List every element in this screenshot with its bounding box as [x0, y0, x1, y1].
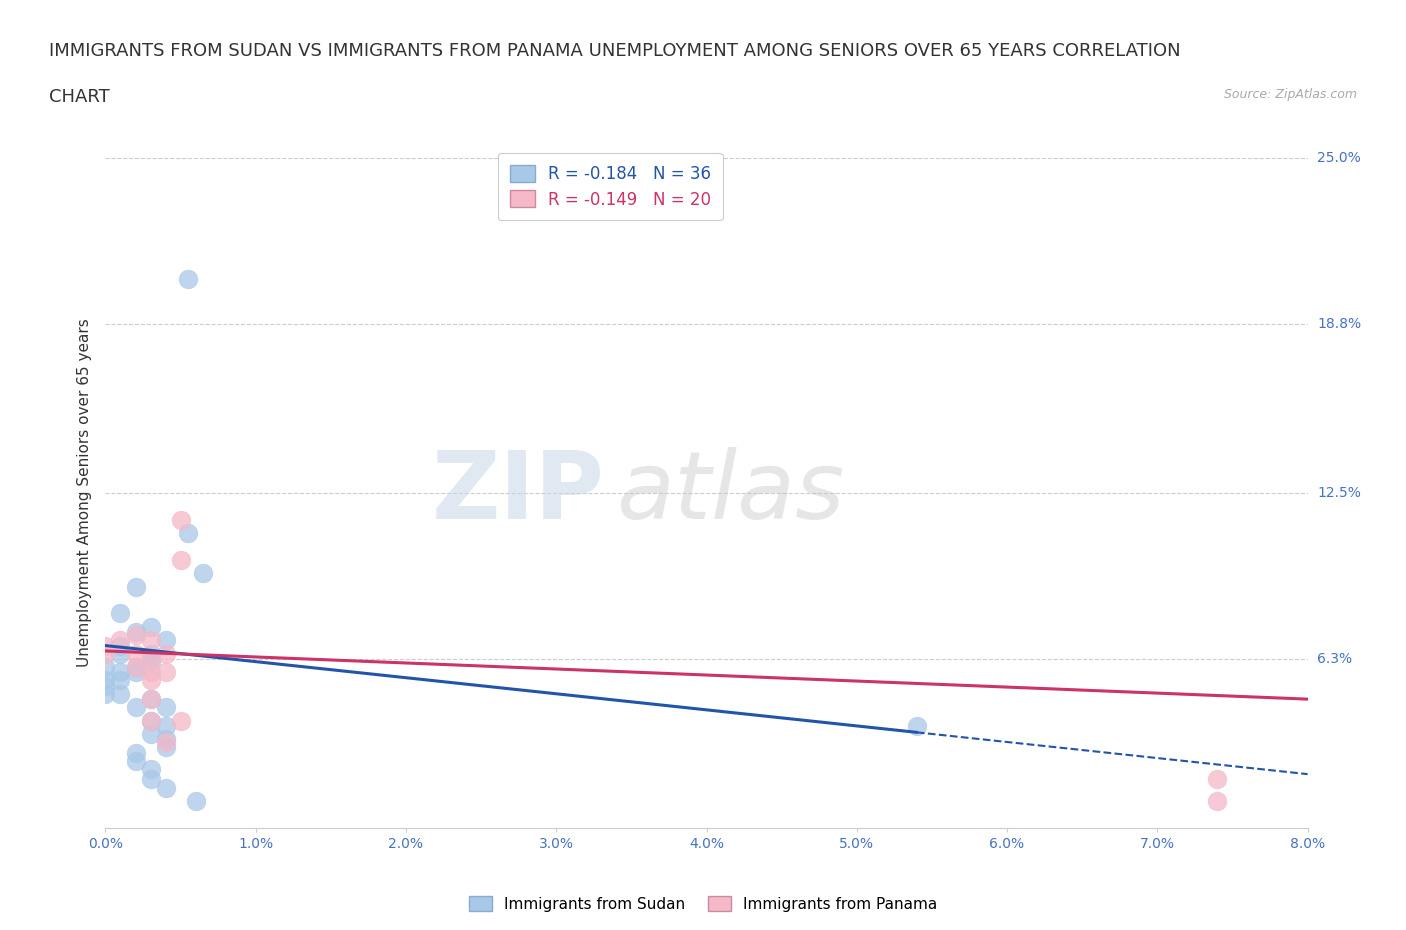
Point	[169, 713, 191, 728]
Text: IMMIGRANTS FROM SUDAN VS IMMIGRANTS FROM PANAMA UNEMPLOYMENT AMONG SENIORS OVER : IMMIGRANTS FROM SUDAN VS IMMIGRANTS FROM…	[49, 42, 1181, 60]
Text: 6.3%: 6.3%	[1317, 652, 1353, 666]
Point	[124, 625, 146, 640]
Point	[191, 565, 214, 580]
Point	[1206, 772, 1229, 787]
Point	[139, 762, 162, 777]
Point	[155, 780, 177, 795]
Point	[905, 719, 928, 734]
Point	[94, 678, 117, 693]
Point	[110, 606, 132, 621]
Point	[155, 740, 177, 755]
Point	[110, 638, 132, 653]
Point	[110, 665, 132, 680]
Point	[94, 673, 117, 688]
Point	[155, 735, 177, 750]
Point	[94, 686, 117, 701]
Legend: R = -0.184   N = 36, R = -0.149   N = 20: R = -0.184 N = 36, R = -0.149 N = 20	[498, 153, 723, 220]
Point	[139, 654, 162, 669]
Point	[124, 753, 146, 768]
Point	[139, 665, 162, 680]
Point	[139, 632, 162, 647]
Point	[177, 272, 200, 286]
Point	[110, 632, 132, 647]
Point	[177, 525, 200, 540]
Point	[155, 665, 177, 680]
Point	[139, 673, 162, 688]
Point	[124, 628, 146, 643]
Text: 25.0%: 25.0%	[1317, 151, 1361, 166]
Point	[94, 646, 117, 661]
Point	[155, 719, 177, 734]
Text: Source: ZipAtlas.com: Source: ZipAtlas.com	[1223, 88, 1357, 101]
Point	[139, 726, 162, 741]
Point	[124, 579, 146, 594]
Point	[139, 652, 162, 667]
Point	[124, 745, 146, 760]
Point	[139, 619, 162, 634]
Point	[124, 659, 146, 674]
Point	[139, 713, 162, 728]
Point	[110, 686, 132, 701]
Point	[184, 793, 207, 808]
Text: CHART: CHART	[49, 88, 110, 106]
Y-axis label: Unemployment Among Seniors over 65 years: Unemployment Among Seniors over 65 years	[77, 318, 93, 668]
Point	[139, 713, 162, 728]
Point	[124, 665, 146, 680]
Text: atlas: atlas	[616, 447, 845, 538]
Point	[110, 646, 132, 661]
Point	[139, 692, 162, 707]
Legend: Immigrants from Sudan, Immigrants from Panama: Immigrants from Sudan, Immigrants from P…	[463, 889, 943, 918]
Point	[169, 512, 191, 527]
Point	[155, 732, 177, 747]
Point	[124, 699, 146, 714]
Point	[155, 632, 177, 647]
Text: 12.5%: 12.5%	[1317, 485, 1361, 500]
Point	[169, 552, 191, 567]
Point	[1206, 793, 1229, 808]
Point	[139, 692, 162, 707]
Point	[124, 659, 146, 674]
Point	[94, 659, 117, 674]
Point	[124, 646, 146, 661]
Text: ZIP: ZIP	[432, 447, 605, 538]
Point	[110, 673, 132, 688]
Point	[94, 638, 117, 653]
Point	[139, 772, 162, 787]
Text: 18.8%: 18.8%	[1317, 317, 1361, 331]
Point	[155, 699, 177, 714]
Point	[155, 646, 177, 661]
Point	[139, 646, 162, 661]
